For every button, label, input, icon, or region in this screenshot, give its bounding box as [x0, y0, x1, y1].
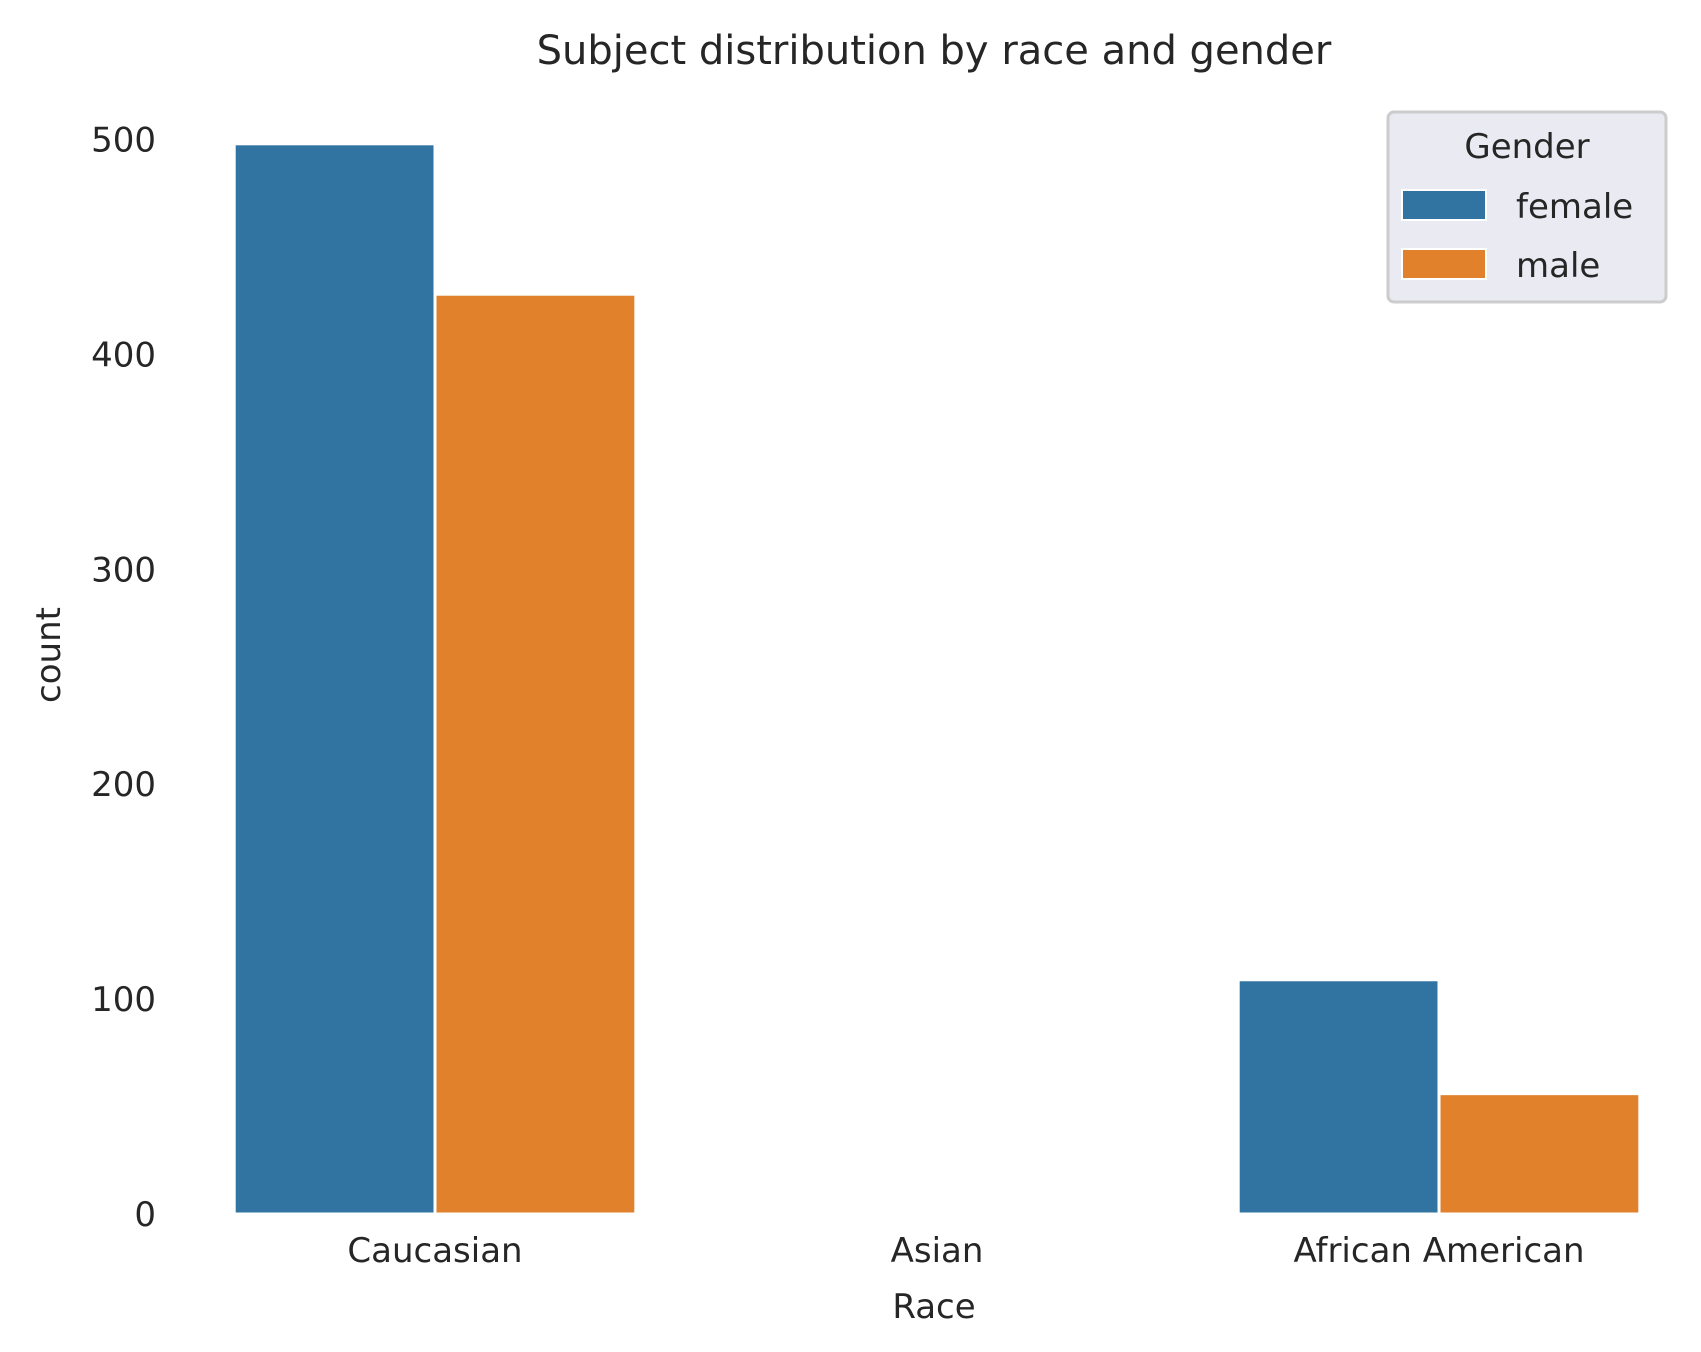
legend-swatch-female [1401, 189, 1487, 221]
chart-title: Subject distribution by race and gender [537, 28, 1332, 74]
y-tick-label: 500 [91, 120, 156, 160]
x-tick-label: Asian [891, 1231, 984, 1271]
y-tick-label: 400 [91, 335, 156, 375]
bar-female-african-american [1236, 978, 1441, 1216]
y-tick-label: 200 [91, 765, 156, 805]
legend: Gender female male [1386, 110, 1668, 304]
bar-male-african-american [1437, 1092, 1642, 1216]
x-axis-label: Race [892, 1287, 975, 1327]
bar-female-caucasian [232, 142, 437, 1216]
y-axis: 0 100 200 300 400 500 [91, 120, 156, 1235]
legend-swatch-male [1401, 248, 1487, 280]
bar-female-asian [734, 1210, 939, 1216]
x-axis: Caucasian Asian African American [347, 1231, 1584, 1271]
plot-area [232, 142, 1642, 1216]
y-tick-label: 300 [91, 550, 156, 590]
legend-title: Gender [1464, 127, 1589, 167]
y-axis-label: count [29, 607, 69, 703]
x-tick-label: African American [1293, 1231, 1584, 1271]
x-tick-label: Caucasian [347, 1231, 522, 1271]
y-tick-label: 0 [134, 1195, 156, 1235]
y-tick-label: 100 [91, 980, 156, 1020]
legend-label-male: male [1516, 246, 1600, 286]
bar-male-caucasian [433, 292, 638, 1216]
legend-label-female: female [1516, 187, 1633, 227]
